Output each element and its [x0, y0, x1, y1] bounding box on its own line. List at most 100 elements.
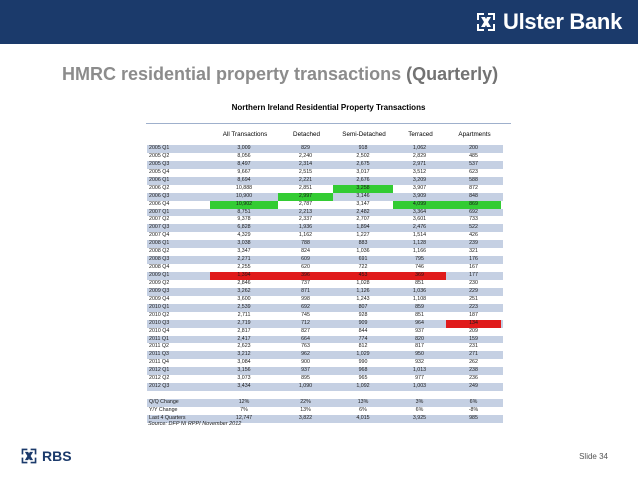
- row-label: 2010 Q4: [149, 327, 170, 334]
- table-cell: 990: [358, 359, 368, 366]
- row-label: 2010 Q3: [149, 319, 170, 326]
- row-label: 2009 Q3: [149, 287, 170, 294]
- table-cell: 13%: [357, 399, 369, 405]
- table-cell: -8%: [468, 406, 479, 413]
- table-cell: 12,747: [235, 414, 253, 421]
- table-cell: 1,062: [412, 145, 427, 151]
- table-cell: 1,894: [356, 224, 370, 231]
- row-label: 2010 Q2: [149, 311, 170, 318]
- table-cell: 1,394: [210, 272, 278, 280]
- table-cell: 872: [469, 184, 478, 191]
- table-cell: 3,073: [237, 375, 251, 382]
- table-cell: 7%: [240, 406, 248, 413]
- table-cell: 2,482: [356, 208, 370, 215]
- row-label: 2012 Q2: [149, 375, 170, 382]
- table-cell: 1,013: [412, 367, 427, 374]
- table-cell: 2,539: [237, 303, 251, 310]
- summary-row: Q/Q Change 12% 22% 13% 3% 6%: [147, 399, 503, 407]
- table-cell: 620: [301, 264, 310, 271]
- row-label: 2005 Q4: [149, 168, 170, 175]
- table-cell: 1,029: [356, 351, 370, 358]
- table-cell: 177: [469, 272, 478, 278]
- table-cell: 396: [278, 272, 333, 280]
- page-title: HMRC residential property transactions (…: [62, 64, 498, 85]
- table-cell: 239: [469, 240, 478, 247]
- table-cell: 950: [415, 351, 424, 358]
- table-cell: 962: [301, 351, 310, 358]
- table-cell: 746: [415, 264, 424, 271]
- table-cell: 238: [469, 367, 478, 374]
- row-label: 2008 Q3: [149, 256, 170, 263]
- table-cell: 3%: [415, 399, 424, 405]
- table-cell: 3,258: [333, 184, 393, 193]
- table-cell: 262: [469, 359, 478, 366]
- table-row: 2005 Q3 8,497 2,314 2,675 2,971 537: [147, 160, 503, 169]
- table-cell: 788: [301, 240, 310, 247]
- table-row: 2006 Q4 10,902 2,787 3,147 4,099 869: [147, 200, 503, 209]
- table-cell: 2,515: [298, 168, 313, 175]
- table-cell: 3,212: [237, 351, 251, 358]
- table-cell: 1,514: [412, 232, 427, 239]
- slide-number: Slide 34: [579, 452, 608, 461]
- table-cell: 851: [415, 279, 424, 286]
- table-cell: 2,623: [237, 343, 251, 350]
- row-label: 2009 Q4: [149, 295, 170, 302]
- table-cell: 848: [469, 192, 478, 199]
- table-cell: 229: [469, 287, 478, 294]
- table-row: 2007 Q1 8,751 2,213 2,482 3,364 692: [147, 208, 503, 217]
- table-cell: 737: [301, 279, 310, 286]
- row-label: 2007 Q1: [149, 208, 170, 215]
- row-label: 2009 Q1: [149, 272, 170, 278]
- table-cell: 3,434: [237, 383, 251, 390]
- rbs-mark-icon: [21, 448, 37, 464]
- title-sub: (Quarterly): [406, 64, 499, 84]
- table-cell: 2,787: [298, 200, 313, 207]
- table-cell: 2,971: [412, 160, 427, 167]
- table-row: 2010 Q2 2,711 745 928 851 187: [147, 312, 503, 320]
- table-cell: 977: [415, 375, 424, 382]
- table-cell: 12%: [238, 399, 250, 405]
- table-cell: 2,255: [237, 264, 251, 271]
- table-cell: 2,675: [356, 160, 370, 167]
- table-cell: 1,092: [356, 383, 370, 390]
- row-label: 2005 Q2: [149, 152, 170, 159]
- table-cell: 692: [469, 208, 478, 215]
- divider: [146, 123, 511, 124]
- table-cell: 209: [469, 327, 478, 334]
- table-cell: 10,888: [235, 184, 253, 191]
- table-cell: 827: [301, 327, 310, 334]
- table-cell: 1,126: [356, 287, 370, 294]
- table-cell: 1,227: [356, 232, 370, 239]
- table-cell: 1,166: [412, 248, 427, 255]
- table-row: 2006 Q2 10,888 2,851 3,258 3,907 872: [147, 184, 503, 193]
- table-cell: 453: [333, 272, 393, 280]
- table-cell: 2,314: [298, 160, 313, 167]
- table-cell: 3,909: [412, 192, 427, 199]
- table-cell: 236: [469, 375, 478, 382]
- table-cell: 820: [415, 335, 424, 342]
- col-header-all: All Transactions: [222, 131, 268, 138]
- table-cell: 691: [358, 256, 368, 263]
- table-cell: 8,751: [237, 208, 251, 215]
- table-cell: 6,828: [237, 224, 251, 231]
- row-label: 2012 Q1: [149, 367, 170, 374]
- table-cell: 937: [301, 367, 310, 374]
- table-cell: 900: [301, 359, 310, 366]
- table-cell: 9,378: [237, 216, 251, 223]
- table-cell: 3,262: [237, 287, 251, 294]
- table-cell: 909: [358, 319, 368, 326]
- table-cell: 733: [469, 216, 478, 223]
- table-cell: 774: [358, 335, 368, 342]
- row-label: 2008 Q4: [149, 264, 170, 271]
- table-cell: 812: [358, 343, 368, 350]
- table-cell: 3,600: [237, 295, 251, 302]
- table-cell: 895: [301, 375, 310, 382]
- table-cell: 9,667: [237, 168, 251, 175]
- table-cell: 2,337: [298, 216, 313, 223]
- source-note: Source: DFP NI RPPI November 2012: [148, 421, 242, 427]
- table-cell: 844: [358, 327, 368, 334]
- table-cell: 985: [469, 414, 478, 421]
- row-label: 2007 Q2: [149, 216, 170, 223]
- table-cell: 249: [469, 383, 478, 390]
- table-cell: 22%: [300, 399, 311, 405]
